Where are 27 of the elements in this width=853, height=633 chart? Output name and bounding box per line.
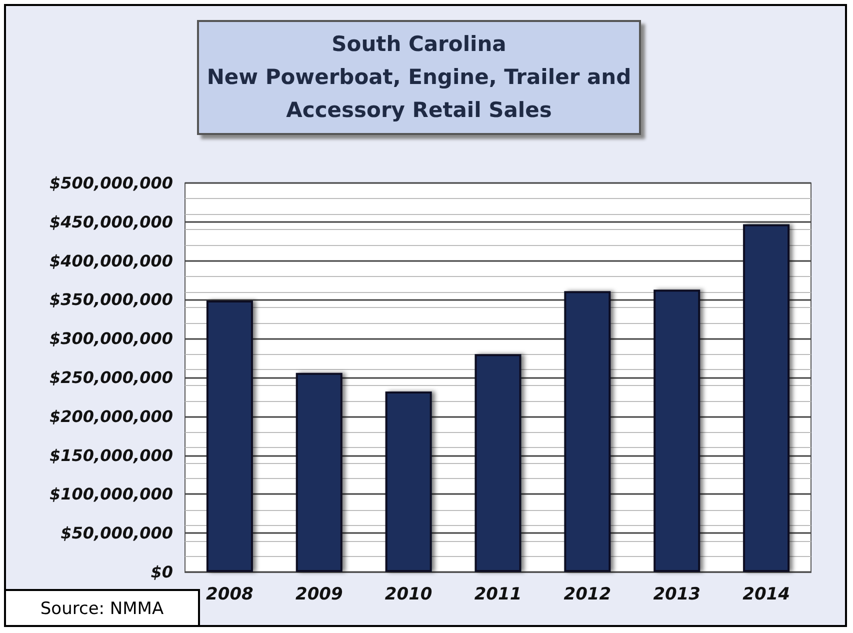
y-tick-label: $350,000,000 bbox=[50, 290, 173, 310]
chart-title: South Carolina New Powerboat, Engine, Trailer and Accessory Retail Sales bbox=[197, 20, 641, 135]
y-tick-label: $300,000,000 bbox=[50, 329, 173, 348]
x-tick-label: 2014 bbox=[742, 584, 790, 604]
bar bbox=[474, 354, 522, 572]
x-tick-label: 2010 bbox=[384, 584, 432, 604]
y-tick-label: $50,000,000 bbox=[60, 524, 173, 543]
y-tick-label: $400,000,000 bbox=[50, 251, 173, 270]
x-tick-label: 2011 bbox=[474, 584, 522, 604]
y-tick-label: $0 bbox=[150, 562, 173, 582]
bar bbox=[296, 372, 342, 572]
bar bbox=[564, 291, 611, 572]
y-tick-label: $450,000,000 bbox=[50, 212, 173, 232]
x-tick-label: 2012 bbox=[564, 584, 612, 604]
y-tick-label: $200,000,000 bbox=[50, 406, 173, 426]
bar bbox=[654, 290, 700, 572]
bar bbox=[743, 224, 790, 572]
y-tick-label: $250,000,000 bbox=[50, 368, 173, 387]
y-tick-label: $500,000,000 bbox=[50, 174, 173, 192]
x-tick-label: 2013 bbox=[653, 584, 701, 604]
bar bbox=[206, 300, 253, 572]
bar bbox=[385, 392, 432, 572]
x-tick-label: 2008 bbox=[206, 584, 254, 604]
y-tick-label: $150,000,000 bbox=[50, 446, 173, 465]
y-tick-label: $100,000,000 bbox=[50, 484, 173, 504]
source-note: Source: NMMA bbox=[6, 589, 200, 625]
x-tick-label: 2009 bbox=[295, 584, 343, 604]
